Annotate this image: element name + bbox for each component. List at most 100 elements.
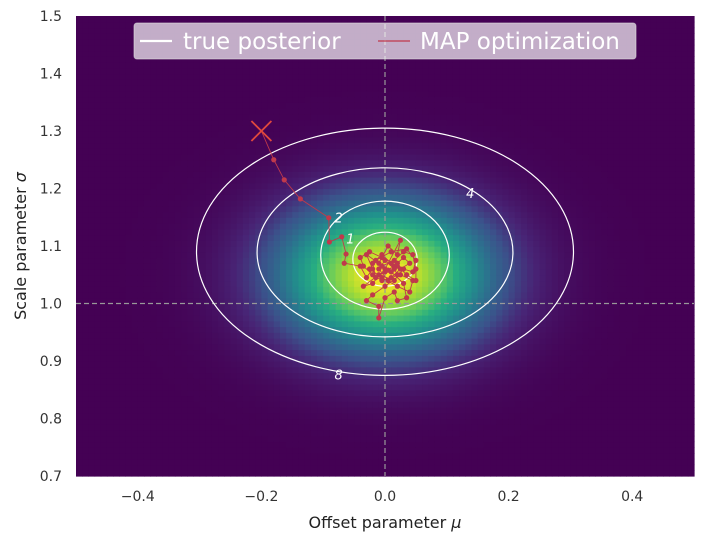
heatmap-cell — [298, 286, 306, 293]
heatmap-cell — [279, 343, 287, 351]
heatmap-cell — [347, 188, 355, 195]
heatmap-cell — [422, 401, 429, 408]
heatmap-cell — [317, 85, 324, 92]
heatmap-cell — [341, 470, 349, 477]
heatmap-cell — [273, 320, 281, 328]
heatmap-cell — [119, 355, 127, 362]
heatmap-cell — [286, 148, 293, 155]
heatmap-cell — [335, 447, 343, 454]
heatmap-cell — [440, 315, 448, 322]
heatmap-cell — [249, 131, 256, 138]
heatmap-cell — [230, 280, 238, 287]
heatmap-cell — [360, 240, 368, 247]
heatmap-cell — [224, 418, 232, 425]
heatmap-cell — [409, 389, 417, 397]
heatmap-cell — [403, 205, 411, 213]
heatmap-cell — [273, 378, 281, 385]
heatmap-cell — [150, 131, 157, 138]
heatmap-cell — [261, 309, 269, 316]
heatmap-cell — [317, 458, 324, 466]
heatmap-cell — [452, 182, 460, 190]
heatmap-cell — [181, 171, 188, 178]
heatmap-cell — [181, 292, 188, 299]
heatmap-cell — [286, 159, 293, 167]
heatmap-cell — [119, 320, 127, 328]
heatmap-cell — [292, 142, 300, 149]
heatmap-cell — [366, 338, 374, 345]
heatmap-cell — [298, 142, 306, 149]
heatmap-cell — [323, 113, 330, 121]
heatmap-cell — [205, 200, 213, 207]
heatmap-cell — [292, 303, 300, 310]
heatmap-cell — [409, 182, 417, 190]
heatmap-cell — [76, 62, 83, 69]
heatmap-cell — [323, 453, 330, 460]
heatmap-cell — [119, 470, 127, 477]
heatmap-cell — [125, 361, 133, 368]
heatmap-cell — [403, 136, 411, 144]
heatmap-cell — [205, 274, 213, 282]
heatmap-cell — [378, 148, 386, 155]
heatmap-cell — [292, 378, 300, 385]
heatmap-cell — [168, 148, 176, 155]
heatmap-cell — [354, 177, 361, 184]
heatmap-cell — [317, 234, 324, 241]
heatmap-cell — [193, 171, 201, 178]
heatmap-cell — [249, 85, 256, 92]
heatmap-cell — [403, 430, 411, 437]
heatmap-cell — [317, 119, 324, 126]
heatmap-cell — [224, 332, 232, 339]
heatmap-cell — [205, 182, 213, 190]
heatmap-cell — [100, 246, 108, 253]
heatmap-cell — [422, 85, 429, 92]
heatmap-cell — [354, 119, 361, 126]
heatmap-cell — [119, 292, 127, 299]
heatmap-cell — [298, 159, 306, 167]
heatmap-cell — [230, 108, 238, 115]
heatmap-cell — [372, 205, 380, 213]
heatmap-cell — [218, 464, 225, 471]
heatmap-cell — [378, 320, 386, 328]
heatmap-cell — [360, 148, 368, 155]
heatmap-cell — [459, 269, 466, 276]
heatmap-cell — [298, 177, 306, 184]
heatmap-cell — [100, 96, 108, 103]
heatmap-cell — [335, 119, 343, 126]
heatmap-cell — [452, 62, 460, 69]
heatmap-cell — [242, 430, 250, 437]
heatmap-cell — [131, 125, 139, 132]
heatmap-cell — [187, 309, 195, 316]
heatmap-cell — [236, 79, 244, 86]
heatmap-cell — [125, 292, 133, 299]
heatmap-cell — [82, 470, 89, 477]
heatmap-cell — [193, 412, 201, 420]
heatmap-cell — [205, 131, 213, 138]
heatmap-cell — [397, 171, 405, 178]
heatmap-cell — [366, 315, 374, 322]
heatmap-cell — [434, 205, 442, 213]
heatmap-cell — [211, 424, 219, 431]
heatmap-cell — [317, 430, 324, 437]
heatmap-cell — [168, 378, 176, 385]
heatmap-cell — [409, 62, 417, 69]
heatmap-cell — [174, 223, 182, 230]
heatmap-cell — [113, 297, 120, 305]
heatmap-cell — [428, 424, 436, 431]
heatmap-cell — [329, 280, 337, 287]
heatmap-cell — [292, 453, 300, 460]
heatmap-cell — [415, 102, 423, 109]
heatmap-cell — [218, 154, 225, 161]
heatmap-cell — [428, 320, 436, 328]
heatmap-cell — [131, 447, 139, 454]
heatmap-cell — [119, 343, 127, 351]
heatmap-cell — [372, 148, 380, 155]
heatmap-cell — [131, 395, 139, 402]
heatmap-cell — [323, 470, 330, 477]
heatmap-cell — [273, 211, 281, 218]
heatmap-cell — [317, 159, 324, 167]
heatmap-cell — [378, 458, 386, 466]
heatmap-cell — [150, 447, 157, 454]
heatmap-cell — [378, 384, 386, 391]
heatmap-cell — [193, 165, 201, 172]
heatmap-cell — [317, 315, 324, 322]
